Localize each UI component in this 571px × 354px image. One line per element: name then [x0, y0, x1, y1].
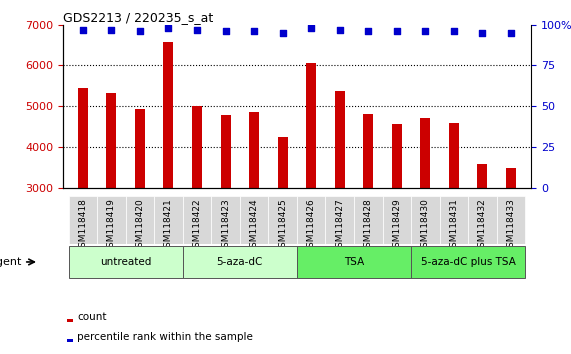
Bar	[278, 137, 288, 188]
Bar	[363, 114, 373, 188]
Bar	[297, 196, 325, 244]
Text: GSM118418: GSM118418	[78, 199, 87, 253]
Bar	[420, 118, 431, 188]
Text: GSM118419: GSM118419	[107, 199, 116, 253]
Point	[164, 25, 173, 31]
Bar	[392, 124, 402, 188]
Bar	[154, 196, 183, 244]
Point	[506, 30, 516, 36]
Text: TSA: TSA	[344, 257, 364, 267]
Text: GSM118423: GSM118423	[221, 199, 230, 253]
Bar	[249, 112, 259, 188]
Bar	[297, 246, 411, 278]
Bar	[192, 106, 202, 188]
Text: GSM118422: GSM118422	[192, 199, 202, 253]
Text: count: count	[78, 312, 107, 322]
Text: untreated: untreated	[100, 257, 151, 267]
Bar	[325, 196, 354, 244]
Bar	[477, 164, 488, 188]
Point	[449, 28, 459, 34]
Text: GSM118420: GSM118420	[135, 199, 144, 253]
Bar	[78, 88, 88, 188]
Bar	[106, 93, 116, 188]
Bar	[183, 246, 297, 278]
Point	[107, 27, 116, 33]
Text: GSM118431: GSM118431	[449, 199, 459, 253]
Bar	[449, 123, 459, 188]
Bar	[183, 196, 211, 244]
Point	[335, 27, 344, 33]
Point	[421, 28, 430, 34]
Bar	[411, 246, 525, 278]
Point	[250, 28, 259, 34]
Bar	[67, 319, 73, 322]
Text: GSM118432: GSM118432	[478, 199, 487, 253]
Bar	[383, 196, 411, 244]
Bar	[126, 196, 154, 244]
Point	[221, 28, 230, 34]
Text: GSM118430: GSM118430	[421, 199, 430, 253]
Text: GSM118428: GSM118428	[364, 199, 373, 253]
Text: GDS2213 / 220235_s_at: GDS2213 / 220235_s_at	[63, 11, 213, 24]
Text: GSM118426: GSM118426	[307, 199, 316, 253]
Point	[307, 25, 316, 31]
Text: GSM118424: GSM118424	[250, 199, 259, 253]
Point	[192, 27, 202, 33]
Bar	[354, 196, 383, 244]
Bar	[497, 196, 525, 244]
Point	[135, 28, 144, 34]
Point	[364, 28, 373, 34]
Bar	[411, 196, 440, 244]
Bar	[135, 109, 145, 188]
Text: agent: agent	[0, 257, 22, 267]
Text: GSM118425: GSM118425	[278, 199, 287, 253]
Point	[78, 27, 87, 33]
Text: GSM118421: GSM118421	[164, 199, 173, 253]
Text: percentile rank within the sample: percentile rank within the sample	[78, 332, 254, 342]
Bar	[335, 91, 345, 188]
Bar	[67, 339, 73, 342]
Text: 5-aza-dC plus TSA: 5-aza-dC plus TSA	[421, 257, 516, 267]
Bar	[268, 196, 297, 244]
Point	[278, 30, 287, 36]
Point	[392, 28, 401, 34]
Bar	[306, 63, 316, 188]
Bar	[69, 246, 183, 278]
Bar	[97, 196, 126, 244]
Bar	[163, 42, 174, 188]
Text: GSM118433: GSM118433	[506, 199, 516, 253]
Text: GSM118427: GSM118427	[335, 199, 344, 253]
Bar	[220, 115, 231, 188]
Bar	[468, 196, 497, 244]
Bar	[211, 196, 240, 244]
Bar	[69, 196, 97, 244]
Point	[478, 30, 487, 36]
Bar	[440, 196, 468, 244]
Text: 5-aza-dC: 5-aza-dC	[216, 257, 263, 267]
Bar	[506, 168, 516, 188]
Text: GSM118429: GSM118429	[392, 199, 401, 253]
Bar	[240, 196, 268, 244]
